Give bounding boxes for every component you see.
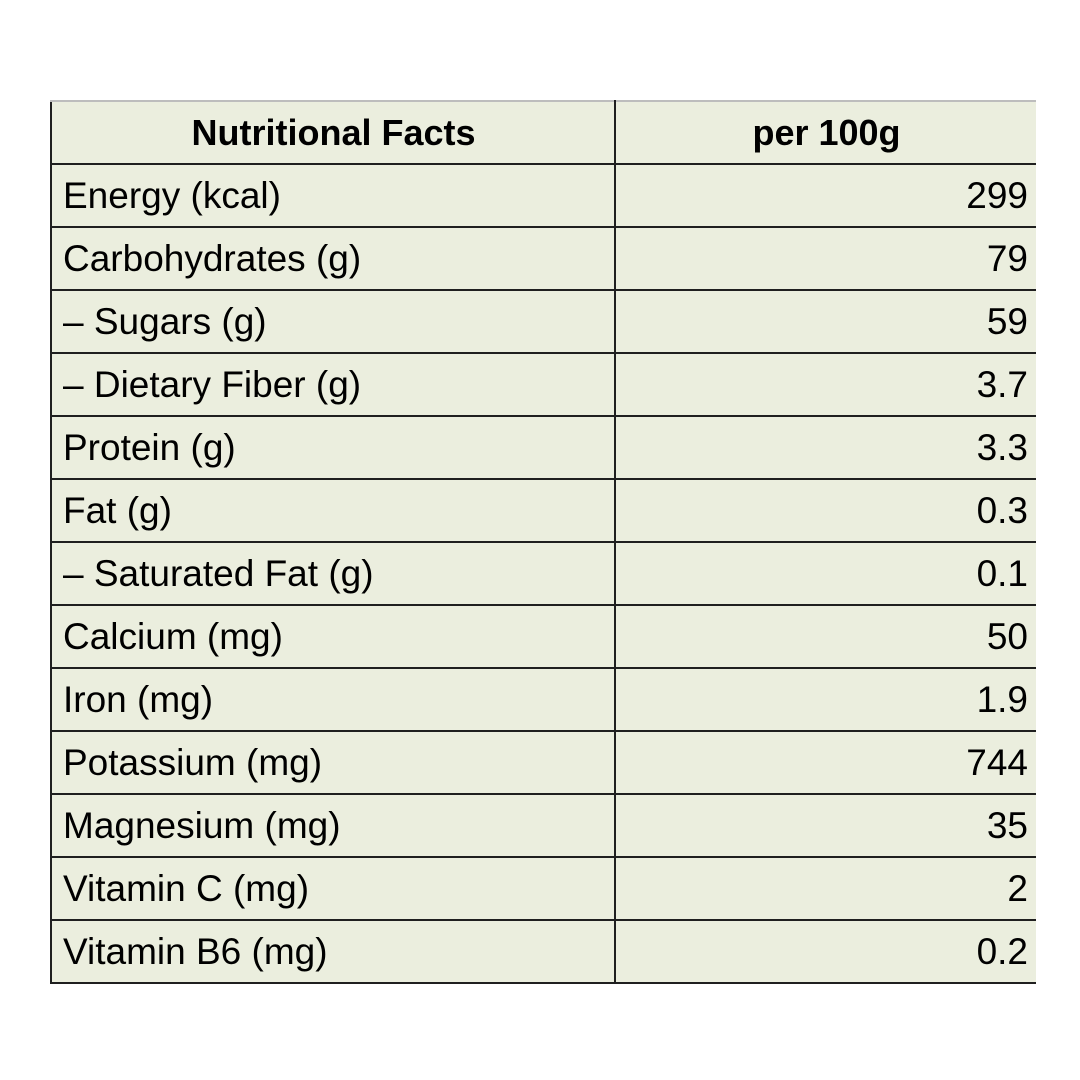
nutrient-label: – Sugars (g) — [50, 289, 616, 354]
table-row: Protein (g) 3.3 — [50, 415, 1036, 480]
header-per-100g: per 100g — [614, 100, 1036, 165]
nutrient-value: 50 — [614, 604, 1036, 669]
nutrient-label: Protein (g) — [50, 415, 616, 480]
nutrient-value: 35 — [614, 793, 1036, 858]
nutrient-value: 59 — [614, 289, 1036, 354]
table-row: Fat (g) 0.3 — [50, 478, 1036, 543]
nutrient-label: – Dietary Fiber (g) — [50, 352, 616, 417]
table-row: Carbohydrates (g) 79 — [50, 226, 1036, 291]
nutrient-value: 744 — [614, 730, 1036, 795]
nutrient-label: Potassium (mg) — [50, 730, 616, 795]
table-row: – Sugars (g) 59 — [50, 289, 1036, 354]
nutrient-value: 299 — [614, 163, 1036, 228]
nutrient-label: – Saturated Fat (g) — [50, 541, 616, 606]
nutrient-label: Vitamin C (mg) — [50, 856, 616, 921]
nutrient-label: Energy (kcal) — [50, 163, 616, 228]
nutrient-value: 0.3 — [614, 478, 1036, 543]
table-row: Iron (mg) 1.9 — [50, 667, 1036, 732]
nutrient-label: Fat (g) — [50, 478, 616, 543]
nutrient-value: 3.7 — [614, 352, 1036, 417]
nutrition-facts-table: Nutritional Facts per 100g Energy (kcal)… — [50, 100, 1036, 984]
nutrient-label: Calcium (mg) — [50, 604, 616, 669]
table-row: – Dietary Fiber (g) 3.7 — [50, 352, 1036, 417]
table-row: Vitamin C (mg) 2 — [50, 856, 1036, 921]
table-row: Vitamin B6 (mg) 0.2 — [50, 919, 1036, 984]
nutrient-value: 79 — [614, 226, 1036, 291]
table-row: – Saturated Fat (g) 0.1 — [50, 541, 1036, 606]
nutrient-label: Vitamin B6 (mg) — [50, 919, 616, 984]
nutrient-label: Carbohydrates (g) — [50, 226, 616, 291]
table-row: Potassium (mg) 744 — [50, 730, 1036, 795]
nutrient-value: 0.1 — [614, 541, 1036, 606]
nutrient-value: 1.9 — [614, 667, 1036, 732]
nutrient-value: 3.3 — [614, 415, 1036, 480]
table-row: Energy (kcal) 299 — [50, 163, 1036, 228]
table-row: Calcium (mg) 50 — [50, 604, 1036, 669]
table-body: Energy (kcal) 299 Carbohydrates (g) 79 –… — [50, 163, 1036, 984]
table-row: Magnesium (mg) 35 — [50, 793, 1036, 858]
nutrient-label: Iron (mg) — [50, 667, 616, 732]
header-nutritional-facts: Nutritional Facts — [50, 100, 616, 165]
nutrient-label: Magnesium (mg) — [50, 793, 616, 858]
table-header-row: Nutritional Facts per 100g — [50, 100, 1036, 165]
nutrient-value: 2 — [614, 856, 1036, 921]
nutrient-value: 0.2 — [614, 919, 1036, 984]
